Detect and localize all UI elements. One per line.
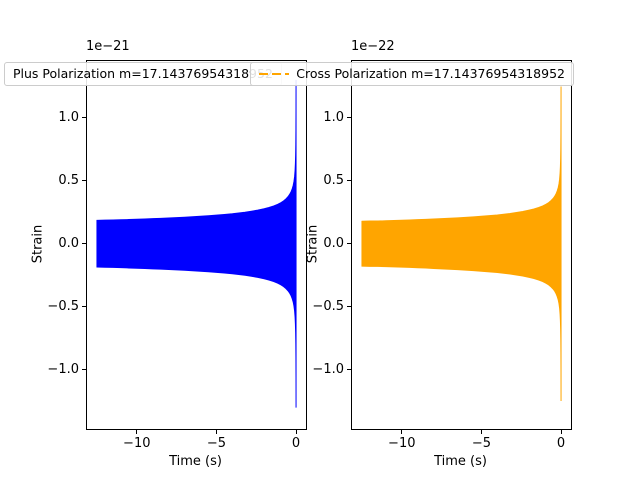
y-tick-mark	[82, 243, 87, 245]
y-tick-mark	[82, 117, 87, 119]
axes-left: 1.0 0.5 0.0 −0.5 −1.0 −10 −5 0	[47, 60, 307, 451]
legend-plus-label: Plus Polarization m=17.14376954318952	[13, 66, 273, 81]
plus-waveform-area	[96, 79, 297, 408]
y-tick-mark	[347, 306, 352, 308]
x-tick-mark	[215, 429, 217, 434]
x-tick-label: −10	[388, 436, 416, 451]
y-tick-mark	[347, 243, 352, 245]
y-tick-label: −1.0	[47, 362, 79, 378]
legend-cross: Cross Polarization m=17.14376954318952	[250, 62, 574, 86]
y-tick-label: 1.0	[323, 110, 344, 126]
y-axis-label-right: Strain	[305, 224, 321, 264]
y-tick-label: −0.5	[312, 299, 344, 315]
y-axis-offset-left: 1e−21	[86, 39, 130, 54]
y-tick-mark	[82, 306, 87, 308]
cross-waveform-area	[361, 86, 562, 402]
x-tick-label: −10	[123, 436, 151, 451]
y-tick-mark	[347, 117, 352, 119]
x-tick-label: −5	[206, 436, 226, 451]
y-tick-label: 1.0	[58, 110, 79, 126]
x-tick-label: 0	[556, 436, 566, 451]
x-tick-mark	[136, 429, 138, 434]
x-tick-mark	[401, 429, 403, 434]
axes-right: 1.0 0.5 0.0 −0.5 −1.0 −10 −5 0	[312, 60, 572, 451]
x-tick-mark	[560, 429, 562, 434]
legend-cross-label: Cross Polarization m=17.14376954318952	[296, 66, 565, 81]
y-tick-mark	[347, 369, 352, 371]
x-axis-label-right: Time (s)	[434, 454, 487, 469]
y-axis-label-left: Strain	[30, 224, 46, 264]
x-tick-mark	[480, 429, 482, 434]
y-tick-label: −1.0	[312, 362, 344, 378]
y-tick-mark	[347, 180, 352, 182]
y-tick-label: 0.0	[323, 236, 344, 252]
x-axis-label-left: Time (s)	[169, 454, 222, 469]
plus-waveform	[96, 79, 297, 408]
y-tick-mark	[82, 180, 87, 182]
legend-plus: Plus Polarization m=17.14376954318952	[4, 62, 282, 86]
y-tick-mark	[82, 369, 87, 371]
orange-dashed-line-icon	[259, 73, 290, 75]
x-tick-mark	[295, 429, 297, 434]
y-tick-label: 0.5	[58, 173, 79, 189]
x-tick-label: 0	[291, 436, 301, 451]
y-tick-label: 0.5	[323, 173, 344, 189]
y-axis-offset-right: 1e−22	[351, 39, 395, 54]
y-tick-label: 0.0	[58, 236, 79, 252]
x-tick-label: −5	[471, 436, 491, 451]
cross-waveform	[361, 86, 562, 402]
y-tick-label: −0.5	[47, 299, 79, 315]
